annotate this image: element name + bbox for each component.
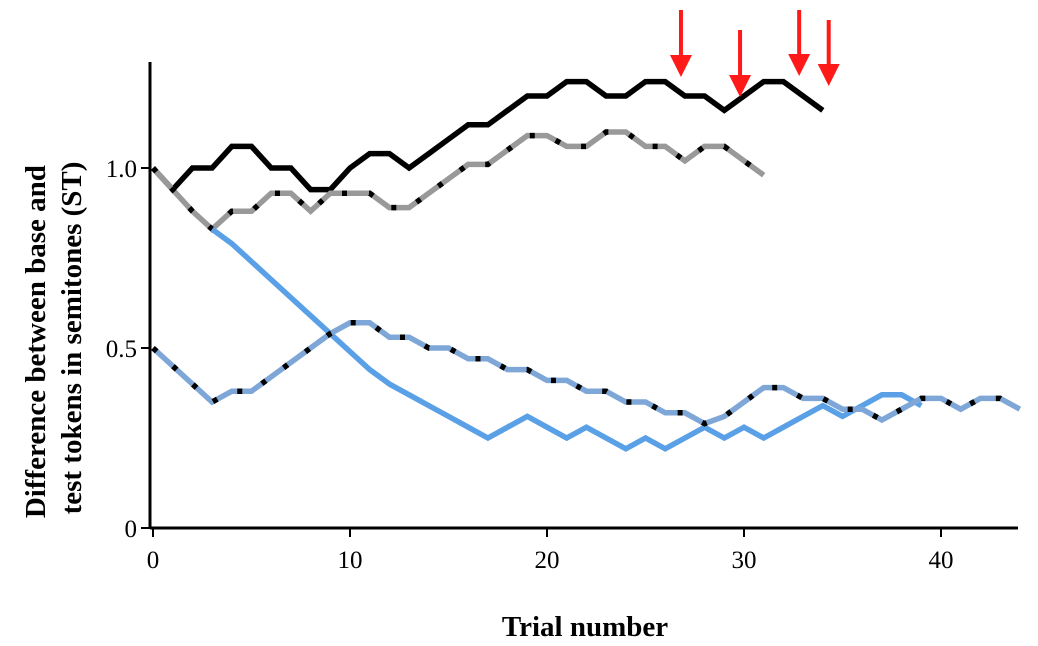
x-tick-label-0: 0 bbox=[147, 547, 160, 574]
y-axis-title-line-2: test tokens in semitones (ST) bbox=[56, 162, 88, 515]
x-tick-label-30: 30 bbox=[732, 547, 757, 574]
y-axis-title: Difference between base and test tokens … bbox=[20, 158, 88, 518]
x-axis-title: Trial number bbox=[502, 611, 668, 643]
arrow-2-head bbox=[788, 54, 811, 76]
y-axis-title-line-1: Difference between base and bbox=[20, 165, 52, 518]
series-3-line bbox=[151, 320, 1022, 427]
y-tick-label-0: 0 bbox=[125, 516, 138, 543]
annotation-arrows bbox=[669, 10, 840, 97]
arrow-1-head bbox=[729, 75, 752, 97]
series-3-dots bbox=[151, 320, 1022, 427]
series-layer bbox=[150, 78, 1022, 452]
series-0-line bbox=[150, 78, 825, 194]
y-tick-label-0.5: 0.5 bbox=[106, 336, 137, 363]
tick-layer: 0 10 20 30 40 0 0.5 1.0 bbox=[106, 156, 954, 574]
y-tick-label-1: 1.0 bbox=[106, 156, 137, 183]
arrow-0-head bbox=[669, 55, 692, 77]
x-tick-label-10: 10 bbox=[338, 547, 363, 574]
series-1-dots bbox=[150, 129, 766, 233]
x-tick-label-20: 20 bbox=[535, 547, 560, 574]
arrow-3-head bbox=[817, 64, 840, 86]
x-tick-label-40: 40 bbox=[929, 547, 954, 574]
